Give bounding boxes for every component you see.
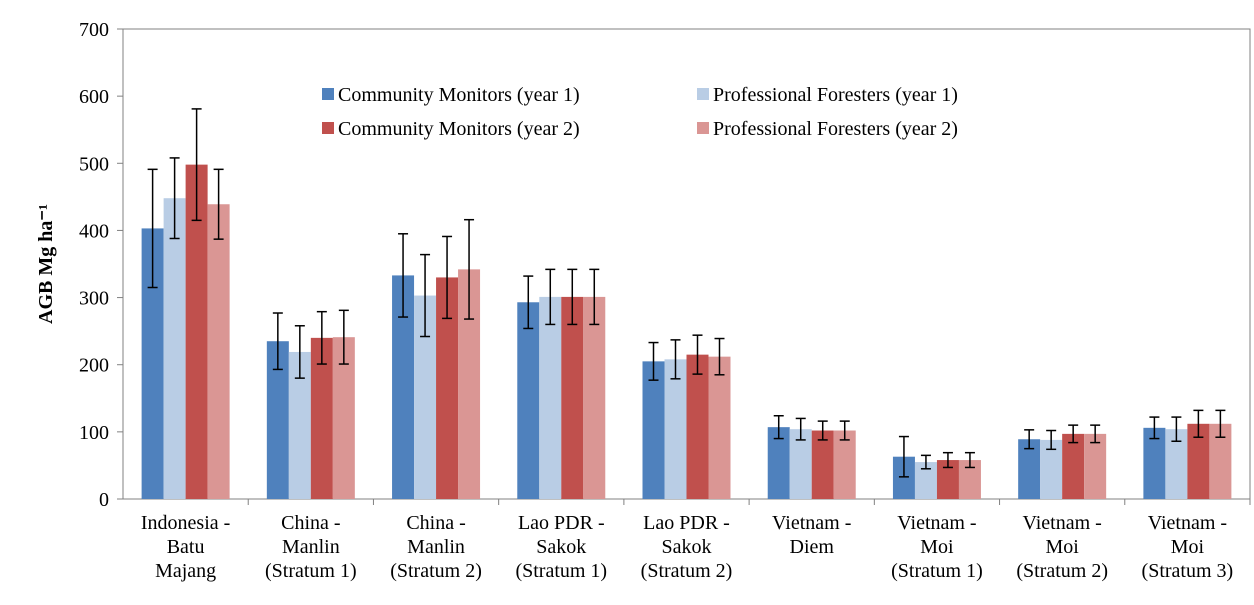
bar xyxy=(288,351,311,499)
bar xyxy=(914,462,937,499)
y-tick-label: 100 xyxy=(79,422,109,444)
bar xyxy=(458,269,481,499)
error-bar xyxy=(817,420,828,441)
bar xyxy=(642,361,665,499)
y-axis-title: AGB Mg ha⁻¹ xyxy=(35,204,57,324)
error-bar xyxy=(773,414,784,440)
bar xyxy=(1143,427,1166,499)
bar xyxy=(936,460,959,499)
bar xyxy=(892,456,915,499)
error-bar xyxy=(567,268,578,326)
x-tick-label: China -Manlin (Stratum 1) xyxy=(265,512,357,582)
error-bar xyxy=(316,310,327,365)
y-tick-label: 300 xyxy=(79,288,109,310)
bar xyxy=(1062,433,1085,499)
bar xyxy=(767,427,790,499)
legend-swatch xyxy=(697,88,709,100)
bar xyxy=(708,356,731,499)
bar xyxy=(1018,439,1041,499)
y-tick-label: 400 xyxy=(79,220,109,242)
error-bar xyxy=(147,168,158,289)
y-tick-label: 500 xyxy=(79,153,109,175)
error-bar xyxy=(191,108,202,222)
error-bar xyxy=(920,454,931,470)
error-bar xyxy=(1215,409,1226,438)
x-tick-label: Vietnam -Moi (Stratum 1) xyxy=(891,512,983,582)
bar xyxy=(1187,423,1210,499)
bar xyxy=(833,430,856,499)
x-tick-label: Lao PDR -Sakok (Stratum 2) xyxy=(641,512,733,582)
x-tick-label: Vietnam -Diem xyxy=(772,512,851,558)
x-tick-label: China -Manlin (Stratum 2) xyxy=(390,512,482,582)
legend-label: Community Monitors (year 2) xyxy=(338,118,580,140)
bar xyxy=(1165,429,1188,499)
bar xyxy=(789,429,812,499)
bar xyxy=(414,295,437,499)
error-bar xyxy=(1193,409,1204,438)
x-tick-label: Vietnam -Moi (Stratum 3) xyxy=(1142,512,1234,582)
bar xyxy=(266,341,289,499)
bar xyxy=(1084,433,1107,499)
error-bar xyxy=(1171,416,1182,443)
legend-swatch xyxy=(322,88,334,100)
error-bar xyxy=(589,268,600,326)
error-bar xyxy=(464,218,475,320)
bar xyxy=(207,204,230,499)
legend-label: Professional Foresters (year 1) xyxy=(713,84,958,106)
error-bar xyxy=(898,435,909,478)
x-tick-label: Vietnam -Moi (Stratum 2) xyxy=(1016,512,1108,582)
error-bar xyxy=(714,337,725,376)
bar xyxy=(539,296,562,499)
error-bar xyxy=(420,253,431,338)
legend-label: Community Monitors (year 1) xyxy=(338,84,580,106)
error-bar xyxy=(648,341,659,381)
error-bar xyxy=(398,233,409,318)
error-bar xyxy=(338,309,349,365)
bar xyxy=(1040,439,1063,499)
bar xyxy=(392,275,415,499)
error-bar xyxy=(1046,429,1057,451)
error-bar xyxy=(169,157,180,240)
error-bar xyxy=(795,417,806,441)
bar xyxy=(517,302,540,499)
legend-swatch xyxy=(697,122,709,134)
bar xyxy=(163,198,186,499)
error-bar xyxy=(294,325,305,379)
bar xyxy=(583,296,606,499)
bar xyxy=(686,354,709,499)
y-tick-label: 700 xyxy=(79,19,109,41)
error-bar xyxy=(272,312,283,371)
y-tick-label: 0 xyxy=(99,489,109,511)
bar xyxy=(141,228,164,499)
error-bar xyxy=(1090,424,1101,444)
error-bar xyxy=(213,168,224,240)
error-bar xyxy=(523,275,534,330)
x-tick-label: Lao PDR -Sakok (Stratum 1) xyxy=(515,512,607,582)
error-bar xyxy=(1149,416,1160,440)
error-bar xyxy=(545,268,556,326)
error-bar xyxy=(1068,424,1079,444)
bar xyxy=(310,337,333,499)
error-bar xyxy=(1024,429,1035,450)
bar xyxy=(1209,423,1232,499)
bar xyxy=(664,359,687,499)
error-bar xyxy=(839,420,850,441)
bar xyxy=(332,337,355,499)
bar xyxy=(436,277,459,499)
legend-label: Professional Foresters (year 2) xyxy=(713,118,958,140)
bar xyxy=(958,460,981,499)
bar xyxy=(185,164,208,499)
error-bar xyxy=(964,451,975,469)
x-tick-label: Indonesia -Batu Majang xyxy=(141,512,230,582)
error-bar xyxy=(442,235,453,320)
error-bar xyxy=(942,451,953,469)
y-tick-label: 600 xyxy=(79,86,109,108)
y-tick-label: 200 xyxy=(79,355,109,377)
legend-swatch xyxy=(322,122,334,134)
bar xyxy=(561,296,584,499)
error-bar xyxy=(670,339,681,380)
bar xyxy=(811,430,834,499)
error-bar xyxy=(692,334,703,375)
